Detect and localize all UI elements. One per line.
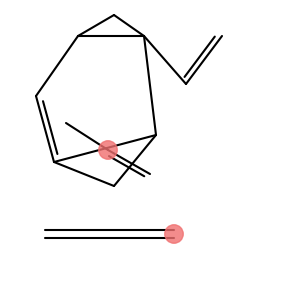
Circle shape [165,225,183,243]
Circle shape [99,141,117,159]
